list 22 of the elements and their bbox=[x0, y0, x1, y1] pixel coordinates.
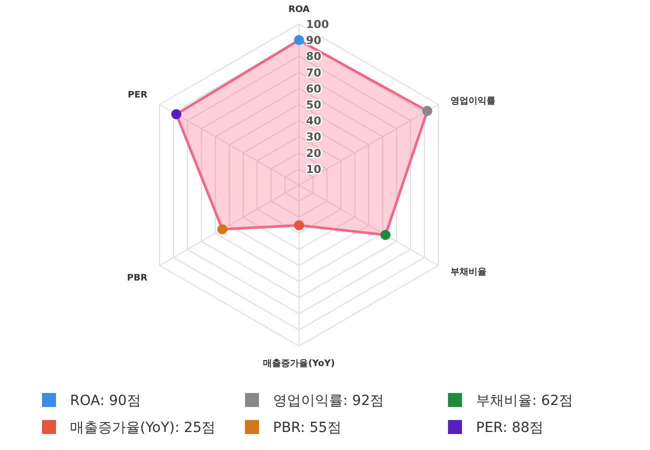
spoke-label: PER bbox=[128, 90, 148, 100]
text: ROA: 90점 bbox=[70, 393, 141, 409]
y-tick-label: 10 bbox=[306, 162, 322, 176]
y-tick-label: 80 bbox=[306, 50, 322, 64]
text: 영업이익률: 92점 bbox=[273, 393, 384, 409]
text: PBR: 55점 bbox=[273, 420, 342, 436]
y-tick-label: 90 bbox=[306, 34, 322, 48]
y-tick-label: 30 bbox=[306, 130, 322, 144]
spoke-label: PBR bbox=[127, 274, 148, 284]
y-tick-label: 50 bbox=[306, 98, 322, 112]
text: 부채비율: 62점 bbox=[476, 393, 573, 409]
text: 매출증가율(YoY): 25점 bbox=[70, 420, 216, 436]
text: PER: 88점 bbox=[476, 420, 544, 436]
y-tick-label: 20 bbox=[306, 146, 322, 160]
spoke-label: 매출증가율(YoY) bbox=[263, 358, 335, 369]
spoke-label: 영업이익률 bbox=[450, 96, 496, 106]
y-tick-label: 100 bbox=[306, 18, 330, 31]
spoke-label: 부채비율 bbox=[450, 268, 487, 278]
spoke-label: ROA bbox=[288, 5, 310, 15]
y-tick-label: 70 bbox=[306, 66, 322, 80]
y-tick-label: 40 bbox=[306, 114, 322, 128]
y-tick-label: 60 bbox=[306, 82, 322, 96]
